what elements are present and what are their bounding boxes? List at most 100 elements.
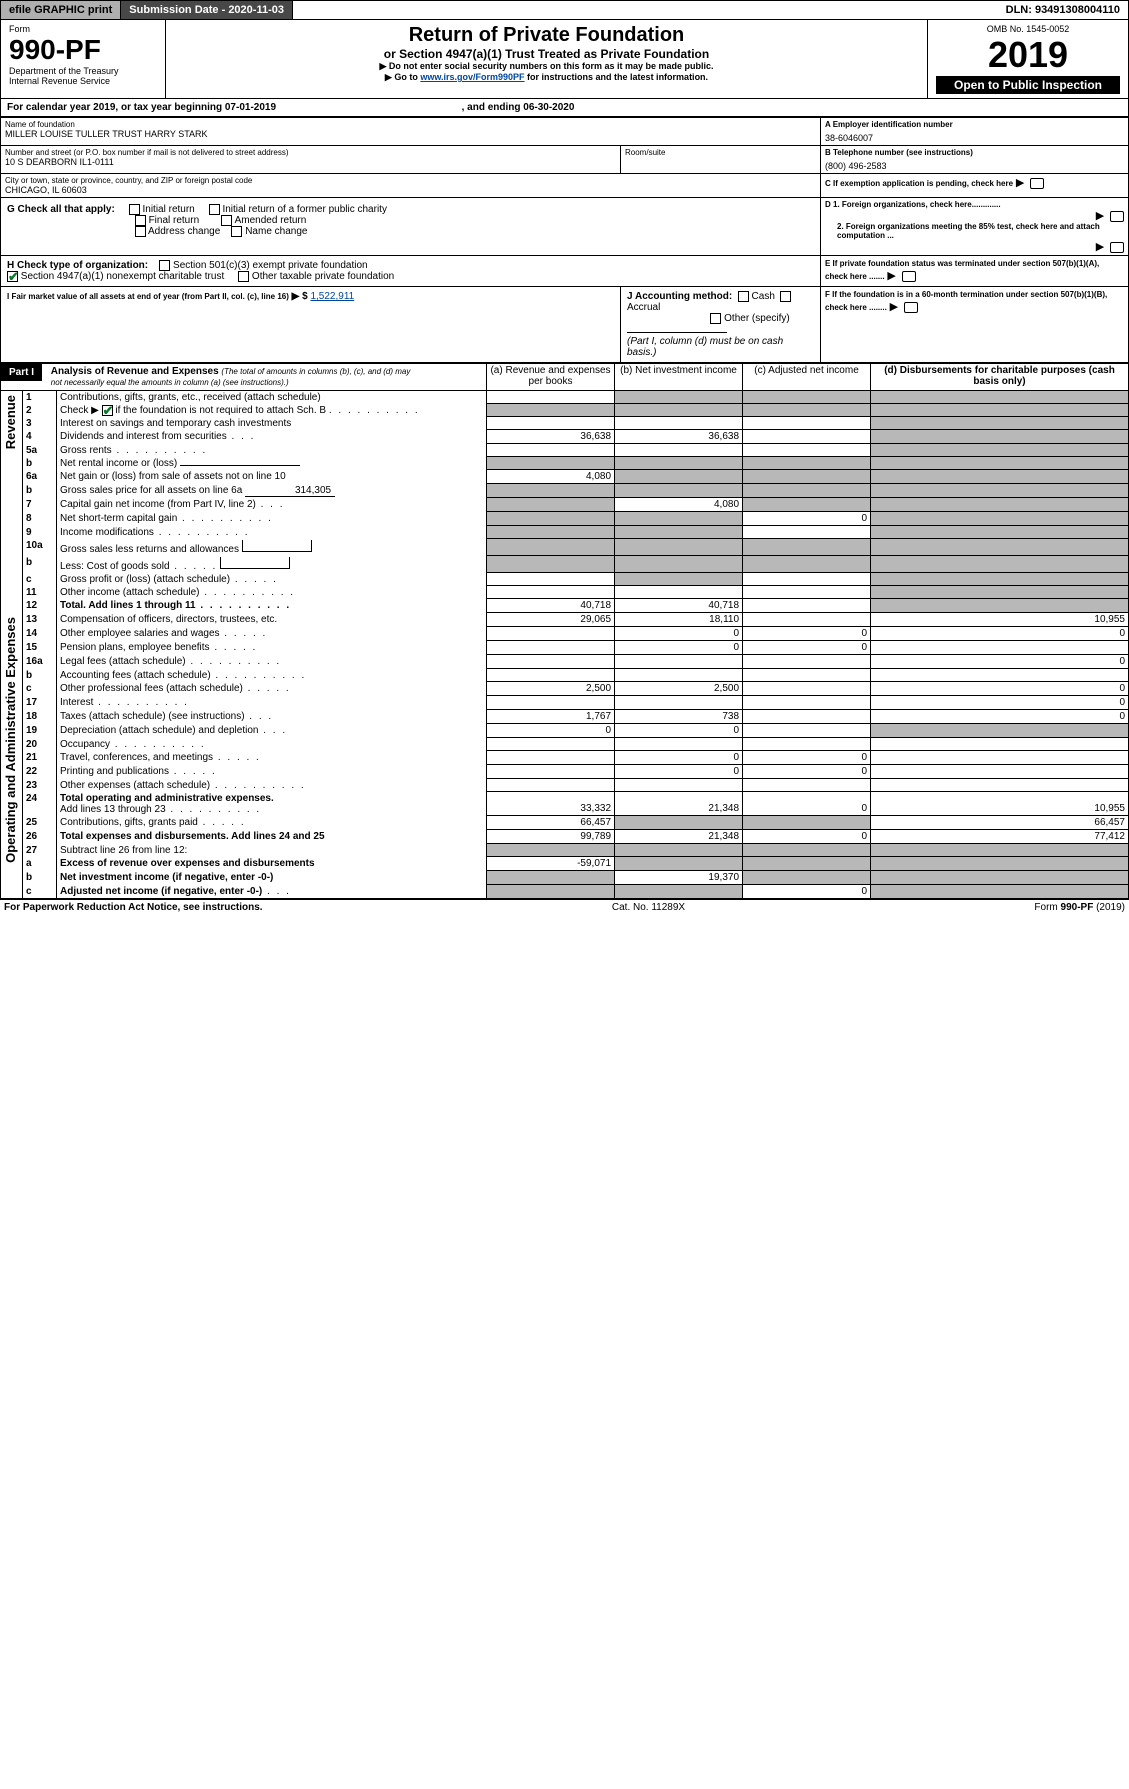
d1-checkbox[interactable] [1110,211,1124,222]
form-title: Return of Private Foundation [174,24,919,47]
h-label: H Check type of organization: [7,260,148,271]
efile-print-button[interactable]: efile GRAPHIC print [1,1,121,19]
line-16c-b: 2,500 [615,682,743,696]
line-27a-desc: Excess of revenue over expenses and disb… [57,857,487,871]
calendar-year-row: For calendar year 2019, or tax year begi… [0,99,1129,117]
line-14-d: 0 [871,627,1129,641]
line-16b-desc: Accounting fees (attach schedule) [57,669,487,682]
j-cash-checkbox[interactable] [738,291,749,302]
foundation-name: MILLER LOUISE TULLER TRUST HARRY STARK [5,129,816,139]
j-other-checkbox[interactable] [710,313,721,324]
i-value-link[interactable]: 1,522,911 [310,291,354,302]
address-label: Number and street (or P.O. box number if… [5,148,616,157]
j-label: J Accounting method: [627,291,732,302]
line-27-desc: Subtract line 26 from line 12: [57,844,487,857]
line-24-a: 33,332 [487,792,615,816]
name-label: Name of foundation [5,120,816,129]
g-amended-checkbox[interactable] [221,215,232,226]
dln-label: DLN: 93491308004110 [998,1,1128,19]
city-value: CHICAGO, IL 60603 [5,185,816,195]
line-13-b: 18,110 [615,613,743,627]
line-2-checkbox[interactable] [102,405,113,416]
line-15-desc: Pension plans, employee benefits [57,641,487,655]
page-footer: For Paperwork Reduction Act Notice, see … [0,899,1129,915]
dept-label: Department of the Treasury [9,66,157,76]
line-25-a: 66,457 [487,816,615,830]
col-a-header: (a) Revenue and expenses per books [487,363,615,390]
d2-checkbox[interactable] [1110,242,1124,253]
g-initial-checkbox[interactable] [129,204,140,215]
revenue-section-label: Revenue [1,391,20,453]
top-bar: efile GRAPHIC print Submission Date - 20… [0,0,1129,20]
phone-label: B Telephone number (see instructions) [825,148,1124,157]
line-13-a: 29,065 [487,613,615,627]
cal-pre: For calendar year 2019, or tax year begi… [7,102,225,113]
line-15-b: 0 [615,641,743,655]
line-12-b: 40,718 [615,599,743,613]
g-opt-2: Final return [149,215,200,226]
j-note: (Part I, column (d) must be on cash basi… [627,336,783,358]
address-value: 10 S DEARBORN IL1-0111 [5,157,616,167]
line-20-desc: Occupancy [57,738,487,751]
f-checkbox[interactable] [904,302,918,313]
h-501c3-checkbox[interactable] [159,260,170,271]
line-1-desc: Contributions, gifts, grants, etc., rece… [57,390,487,404]
line-8-desc: Net short-term capital gain [57,512,487,526]
line-5b-desc: Net rental income or (loss) [57,457,487,470]
line-12-desc: Total. Add lines 1 through 11 [57,599,487,613]
line-16c-d: 0 [871,682,1129,696]
h-opt2: Section 4947(a)(1) nonexempt charitable … [21,271,224,282]
j-accrual-checkbox[interactable] [780,291,791,302]
form-word: Form [9,24,157,34]
c-checkbox[interactable] [1030,178,1044,189]
g-final-checkbox[interactable] [135,215,146,226]
j-accrual: Accrual [627,302,660,313]
line-27c-c: 0 [743,885,871,899]
g-name-checkbox[interactable] [231,226,242,237]
ein-value: 38-6046007 [825,129,1124,143]
line-6b-val: 314,305 [245,485,335,497]
h-4947-checkbox[interactable] [7,271,18,282]
line-9-desc: Income modifications [57,526,487,539]
submission-date-badge: Submission Date - 2020-11-03 [121,1,293,19]
line-10a-desc: Gross sales less returns and allowances [57,539,487,556]
line-24-b: 21,348 [615,792,743,816]
g-opt-3: Amended return [235,215,307,226]
cal-mid: , and ending [462,102,524,113]
line-27b-b: 19,370 [615,871,743,885]
line-27b-desc: Net investment income (if negative, ente… [57,871,487,885]
line-26-c: 0 [743,830,871,844]
e-checkbox[interactable] [902,271,916,282]
line-27a-a: -59,071 [487,857,615,871]
d2-label: 2. Foreign organizations meeting the 85%… [825,222,1124,240]
line-6b-desc: Gross sales price for all assets on line… [57,484,487,498]
phone-value: (800) 496-2583 [825,157,1124,171]
c-label: C If exemption application is pending, c… [825,179,1013,188]
g-initial-former-checkbox[interactable] [209,204,220,215]
part1-title: Analysis of Revenue and Expenses [51,366,219,377]
line-21-desc: Travel, conferences, and meetings [57,751,487,765]
h-opt1: Section 501(c)(3) exempt private foundat… [173,260,368,271]
line-10b-desc: Less: Cost of goods sold [57,556,487,573]
col-c-header: (c) Adjusted net income [743,363,871,390]
tax-year: 2019 [936,34,1120,76]
ops-section-label: Operating and Administrative Expenses [1,613,20,867]
line-15-c: 0 [743,641,871,655]
i-label: I Fair market value of all assets at end… [7,292,289,301]
line-5a-desc: Gross rents [57,444,487,457]
e-label: E If private foundation status was termi… [825,259,1099,281]
part1-grid: Part I Analysis of Revenue and Expenses … [0,363,1129,900]
line-13-desc: Compensation of officers, directors, tru… [57,613,487,627]
line-4-a: 36,638 [487,430,615,444]
g-address-checkbox[interactable] [135,226,146,237]
identification-block: Name of foundation MILLER LOUISE TULLER … [0,117,1129,363]
ein-label: A Employer identification number [825,120,1124,129]
line-14-desc: Other employee salaries and wages [57,627,487,641]
line-17-desc: Interest [57,696,487,710]
footer-left: For Paperwork Reduction Act Notice, see … [4,902,263,913]
omb-label: OMB No. 1545-0052 [936,24,1120,34]
h-other-checkbox[interactable] [238,271,249,282]
goto-post: for instructions and the latest informat… [525,72,709,82]
irs-link[interactable]: www.irs.gov/Form990PF [420,72,524,82]
room-label: Room/suite [625,148,816,157]
